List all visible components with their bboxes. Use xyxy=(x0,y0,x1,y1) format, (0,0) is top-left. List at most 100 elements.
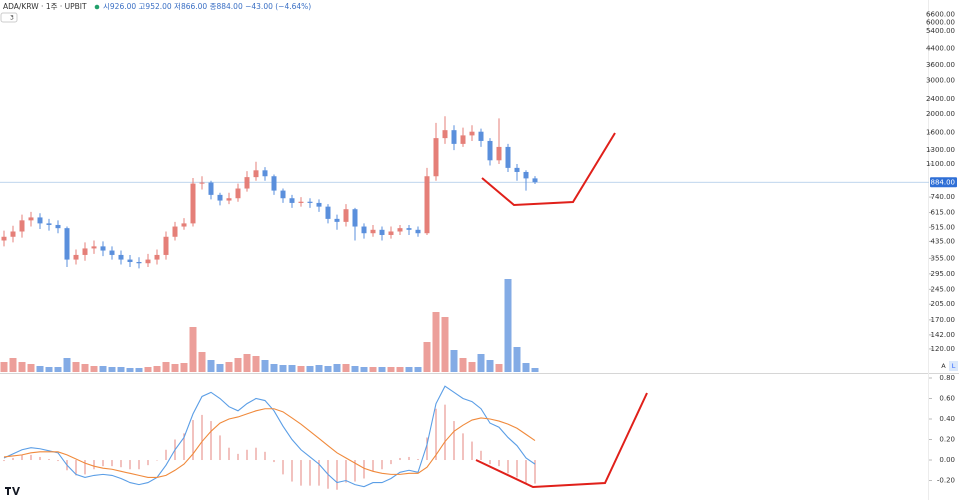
histogram-bar xyxy=(318,460,320,486)
candle-body xyxy=(496,146,502,161)
histogram-bar xyxy=(84,460,86,475)
candle-body xyxy=(478,131,484,141)
candle-body xyxy=(271,176,277,191)
histogram-bar xyxy=(291,460,293,482)
scale-button[interactable] xyxy=(939,361,948,371)
candle-body xyxy=(289,198,295,203)
candle-body xyxy=(469,131,475,136)
candle-body xyxy=(424,176,430,234)
candle-body xyxy=(199,182,205,184)
histogram-bar xyxy=(390,460,392,465)
volume-bar xyxy=(378,367,386,372)
candle-body xyxy=(19,220,25,232)
candle-body xyxy=(1,236,7,241)
candle-body xyxy=(523,171,529,179)
volume-bar xyxy=(144,367,152,372)
candle-body xyxy=(91,246,97,249)
y-tick-label: 0.20 xyxy=(939,436,955,444)
histogram-bar xyxy=(336,460,338,490)
candle-body xyxy=(307,201,313,203)
candle-body xyxy=(46,223,52,225)
histogram-bar xyxy=(372,460,374,472)
volume-bar xyxy=(72,362,80,372)
histogram-bar xyxy=(192,420,194,461)
y-tick-label: 0.80 xyxy=(939,374,955,382)
macd-line xyxy=(3,385,536,488)
histogram-bar xyxy=(111,460,113,467)
y-tick-label: 615.00 xyxy=(931,209,956,217)
scale-button-label[interactable]: A xyxy=(941,362,946,370)
candle-body xyxy=(172,226,178,237)
histogram-bar xyxy=(210,421,212,461)
histogram-bar xyxy=(30,454,32,461)
y-tick-label: 295.00 xyxy=(931,270,956,278)
candle-body xyxy=(487,140,493,161)
volume-bar xyxy=(189,327,197,372)
histogram-bar xyxy=(201,414,203,461)
volume-bar xyxy=(288,365,296,372)
candle-body xyxy=(442,130,448,139)
histogram-bar xyxy=(507,460,509,474)
ohlc-stats: 시926.00 고952.00 저866.00 종884.00 −43.00 (… xyxy=(103,2,311,11)
candle-body xyxy=(325,206,331,219)
volume-bar xyxy=(216,364,224,372)
marks xyxy=(0,116,929,490)
volume-bar xyxy=(207,360,215,372)
y-tick-label: -0.20 xyxy=(937,477,955,485)
y-tick-label: 170.00 xyxy=(931,316,956,324)
volume-bar xyxy=(81,364,89,372)
volume-bar xyxy=(504,279,512,372)
candle-body xyxy=(433,138,439,177)
volume-bar xyxy=(315,365,323,372)
histogram-bar xyxy=(57,460,59,462)
scale-button[interactable] xyxy=(949,361,958,371)
volume-bar xyxy=(396,367,404,372)
candle-body xyxy=(352,209,358,227)
histogram-bar xyxy=(48,458,50,461)
macd-line xyxy=(3,408,536,478)
candle-body xyxy=(262,170,268,177)
volume-bar xyxy=(18,362,26,372)
volume-bar xyxy=(270,364,278,372)
candle-body xyxy=(406,228,412,230)
histogram-bar xyxy=(534,460,536,484)
scale-button-label[interactable]: L xyxy=(952,362,956,370)
volume-bar xyxy=(63,358,71,372)
volume-bar xyxy=(306,366,314,372)
y-tick-label: 2400.00 xyxy=(926,95,955,103)
histogram-bar xyxy=(381,460,383,470)
candle-body xyxy=(100,246,106,251)
volume-bar xyxy=(279,365,287,372)
y-tick-label: 245.00 xyxy=(931,285,956,293)
indicator-toggle[interactable] xyxy=(0,12,18,23)
volume-bar xyxy=(198,352,206,372)
histogram-bar xyxy=(228,447,230,461)
candle-body xyxy=(28,217,34,221)
volume-bar xyxy=(45,367,53,372)
candle-body xyxy=(388,231,394,235)
y-tick-label: 355.00 xyxy=(931,254,956,262)
candle-body xyxy=(343,209,349,222)
candle-body xyxy=(118,254,124,260)
candle-body xyxy=(82,248,88,255)
volume-bar xyxy=(162,362,170,372)
volume-bar xyxy=(513,347,521,372)
candle-body xyxy=(532,178,538,183)
histogram-bar xyxy=(75,460,77,476)
histogram-bar xyxy=(282,460,284,475)
candle-body xyxy=(37,217,43,224)
indicator-count[interactable]: 3 xyxy=(10,15,14,22)
volume-bar xyxy=(531,368,539,372)
candle-body xyxy=(145,259,151,264)
volume-bar xyxy=(486,360,494,372)
histogram-bar xyxy=(399,457,401,461)
candle-body xyxy=(235,188,241,199)
y-tick-label: 740.00 xyxy=(931,193,956,201)
candle-body xyxy=(370,229,376,234)
candle-body xyxy=(73,254,79,260)
volume-bar xyxy=(243,354,251,372)
candle-body xyxy=(280,190,286,199)
volume-bar xyxy=(0,362,8,372)
candle-body xyxy=(514,167,520,172)
